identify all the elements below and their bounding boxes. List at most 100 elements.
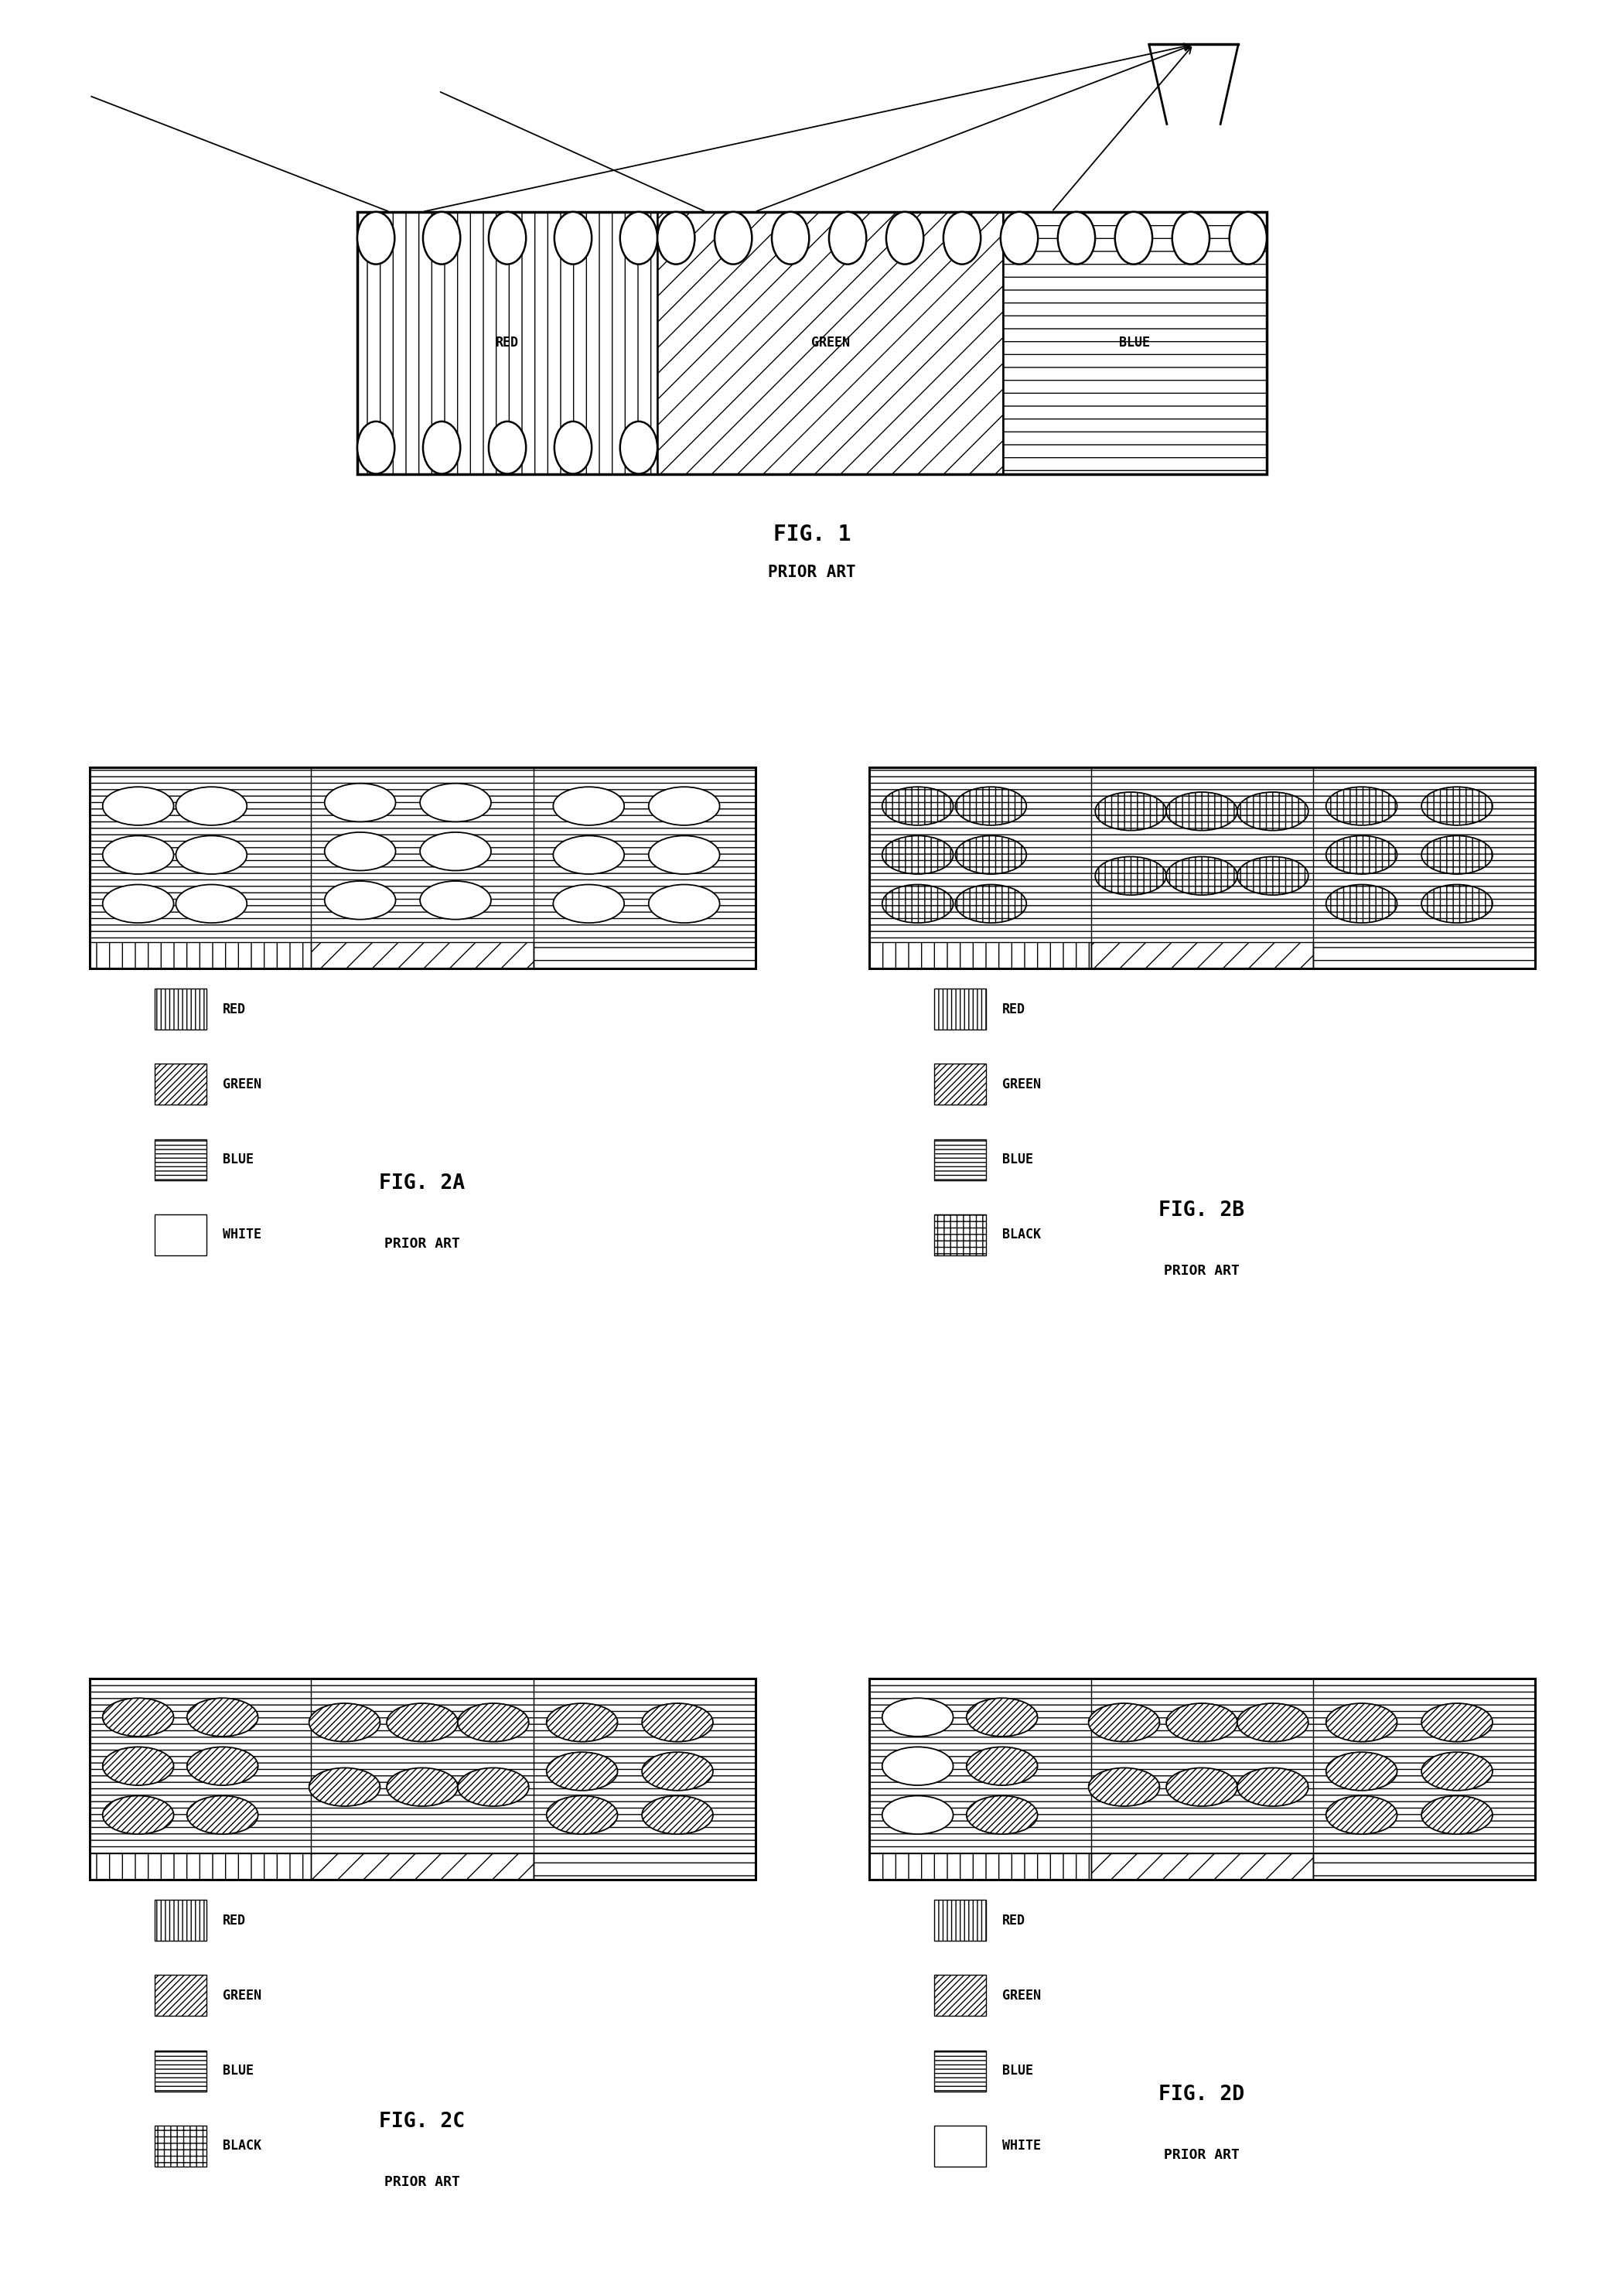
Ellipse shape [554,786,624,825]
Text: RED: RED [222,1002,245,1016]
Circle shape [554,212,591,264]
Ellipse shape [421,831,490,870]
Ellipse shape [882,1747,953,1786]
Text: PRIOR ART: PRIOR ART [1164,2148,1239,2162]
Text: PRIOR ART: PRIOR ART [1164,1264,1239,1278]
Circle shape [1229,212,1267,264]
Text: WHITE: WHITE [1002,2139,1041,2153]
Circle shape [771,212,809,264]
Circle shape [828,212,866,264]
Bar [89,768,755,968]
Circle shape [620,421,658,474]
Ellipse shape [882,1795,953,1834]
Bar [533,943,755,968]
Circle shape [489,212,526,264]
Ellipse shape [882,786,953,825]
Ellipse shape [325,784,396,822]
Ellipse shape [1237,1768,1309,1806]
Text: RED: RED [495,335,520,351]
Circle shape [422,421,460,474]
Ellipse shape [187,1747,258,1786]
Text: RED: RED [222,1914,245,1927]
Bar [869,1854,1091,1879]
Bar [1312,1854,1535,1879]
Ellipse shape [648,786,719,825]
Text: GREEN: GREEN [1002,1077,1041,1091]
Bar [1312,943,1535,968]
Ellipse shape [1166,1768,1237,1806]
Ellipse shape [1421,1752,1492,1791]
Circle shape [715,212,752,264]
Ellipse shape [1237,857,1309,895]
Ellipse shape [1166,1704,1237,1743]
Ellipse shape [175,836,247,875]
Ellipse shape [641,1704,713,1743]
Ellipse shape [882,1697,953,1736]
Bar [312,943,533,968]
Bar [89,1679,755,1879]
Bar [154,2125,206,2166]
Bar [934,1139,986,1180]
Ellipse shape [102,786,174,825]
Ellipse shape [1327,1704,1397,1743]
Ellipse shape [955,786,1026,825]
Bar [869,1679,1535,1879]
Ellipse shape [421,784,490,822]
Circle shape [1173,212,1210,264]
Ellipse shape [648,884,719,923]
Circle shape [944,212,981,264]
Bar [934,2125,986,2166]
Ellipse shape [648,836,719,875]
Bar [869,943,1091,968]
Text: WHITE: WHITE [222,1228,261,1242]
Text: BLACK: BLACK [222,2139,261,2153]
Text: RED: RED [1002,1914,1025,1927]
Ellipse shape [1421,786,1492,825]
Ellipse shape [421,882,490,920]
Bar [869,1679,1535,1879]
Ellipse shape [325,882,396,920]
Ellipse shape [554,884,624,923]
Circle shape [620,212,658,264]
Ellipse shape [966,1697,1038,1736]
Circle shape [1116,212,1153,264]
Ellipse shape [1327,884,1397,923]
Ellipse shape [309,1704,380,1743]
Text: BLUE: BLUE [1119,335,1150,351]
Ellipse shape [1237,793,1309,831]
Circle shape [357,212,395,264]
Bar [312,1854,533,1879]
Ellipse shape [1327,1752,1397,1791]
Ellipse shape [554,836,624,875]
Ellipse shape [187,1697,258,1736]
Ellipse shape [641,1795,713,1834]
Ellipse shape [309,1768,380,1806]
Ellipse shape [955,836,1026,875]
Ellipse shape [955,884,1026,923]
Bar [154,1900,206,1941]
Text: FIG. 2C: FIG. 2C [380,2112,464,2132]
Ellipse shape [1421,1795,1492,1834]
Text: BLUE: BLUE [222,1153,253,1166]
Ellipse shape [102,1747,174,1786]
Text: FIG. 2B: FIG. 2B [1160,1201,1244,1221]
Circle shape [658,212,695,264]
Ellipse shape [547,1795,617,1834]
Bar [89,943,312,968]
Ellipse shape [966,1747,1038,1786]
Ellipse shape [175,884,247,923]
Ellipse shape [1166,857,1237,895]
Bar [357,212,1267,474]
Text: BLUE: BLUE [1002,1153,1033,1166]
Bar [934,2050,986,2091]
Text: FIG. 1: FIG. 1 [773,524,851,547]
Circle shape [1057,212,1095,264]
Ellipse shape [458,1704,529,1743]
Ellipse shape [1421,836,1492,875]
Circle shape [1000,212,1038,264]
Bar [89,1679,755,1879]
Bar [154,1975,206,2016]
Ellipse shape [102,1697,174,1736]
Ellipse shape [641,1752,713,1791]
Circle shape [554,421,591,474]
